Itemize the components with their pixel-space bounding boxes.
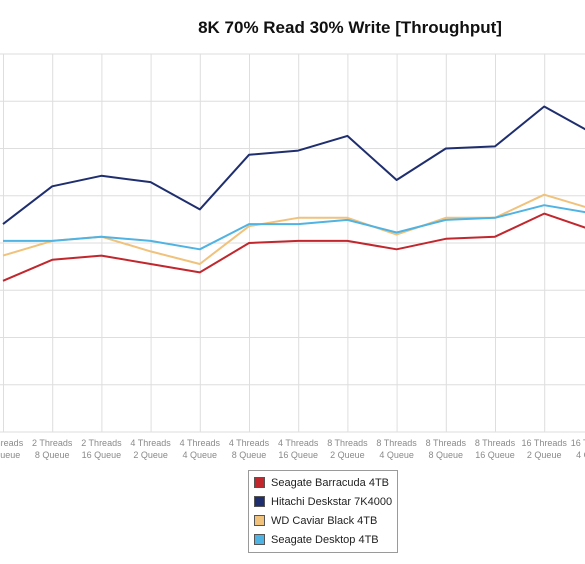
legend-swatch xyxy=(254,496,265,507)
legend-swatch xyxy=(254,515,265,526)
line-chart: 2 Threads 4 Queue 2 Threads 8 Queue 2 Thread… xyxy=(0,53,585,460)
x-tick-label: 2 Threads xyxy=(0,438,24,448)
legend-item: Seagate Barracuda 4TB xyxy=(249,473,397,492)
x-tick-label: 8 Threads xyxy=(475,438,516,448)
x-tick-label: 16 Queue xyxy=(475,450,515,460)
x-tick-label: 8 Threads xyxy=(376,438,417,448)
x-tick-label: 8 Queue xyxy=(429,450,464,460)
x-tick-label: 4 Threads xyxy=(130,438,171,448)
x-tick-label: 4 Queue xyxy=(183,450,218,460)
gridlines xyxy=(0,53,585,433)
x-tick-label: 16 Queue xyxy=(82,450,122,460)
series-line-1 xyxy=(2,105,585,225)
x-tick-label: 4 Threads xyxy=(180,438,221,448)
series-line-3 xyxy=(3,204,585,251)
x-tick-label: 2 Threads xyxy=(32,438,73,448)
x-tick-label: 2 Queue xyxy=(133,450,168,460)
legend-label: Seagate Barracuda 4TB xyxy=(271,476,390,489)
legend-swatch xyxy=(254,477,265,488)
x-tick-label: 8 Threads xyxy=(327,438,368,448)
legend-label: Hitachi Deskstar 7K4000 xyxy=(271,495,393,508)
legend-item: Hitachi Deskstar 7K4000 xyxy=(249,492,397,511)
x-tick-label: 16 Queue xyxy=(278,450,318,460)
x-tick-label: 2 Queue xyxy=(527,450,562,460)
x-tick-label: 16 Threads xyxy=(571,438,585,448)
x-axis-ticks: 2 Threads 4 Queue 2 Threads 8 Queue 2 Thread… xyxy=(0,438,585,460)
legend: Seagate Barracuda 4TB Hitachi Deskstar 7K… xyxy=(248,470,398,553)
legend-item: WD Caviar Black 4TB xyxy=(249,511,397,530)
series-lines xyxy=(2,105,585,282)
x-tick-label: 16 Threads xyxy=(522,438,568,448)
x-tick-label: 8 Queue xyxy=(35,450,70,460)
x-tick-label: 4 Queue xyxy=(0,450,20,460)
x-tick-label: 4 Queue xyxy=(576,450,585,460)
x-tick-label: 8 Threads xyxy=(426,438,467,448)
series-line-2 xyxy=(2,193,585,265)
x-tick-label: 2 Threads xyxy=(81,438,122,448)
chart-title: 8K 70% Read 30% Write [Throughput] xyxy=(198,18,502,37)
x-tick-label: 4 Queue xyxy=(379,450,414,460)
x-tick-label: 8 Queue xyxy=(232,450,267,460)
legend-item: Seagate Desktop 4TB xyxy=(249,530,397,549)
legend-swatch xyxy=(254,534,265,545)
x-tick-label: 2 Queue xyxy=(330,450,365,460)
legend-label: WD Caviar Black 4TB xyxy=(271,514,378,527)
x-tick-label: 4 Threads xyxy=(278,438,319,448)
x-tick-label: 4 Threads xyxy=(229,438,270,448)
legend-label: Seagate Desktop 4TB xyxy=(271,533,379,546)
series-line-0 xyxy=(2,212,585,282)
